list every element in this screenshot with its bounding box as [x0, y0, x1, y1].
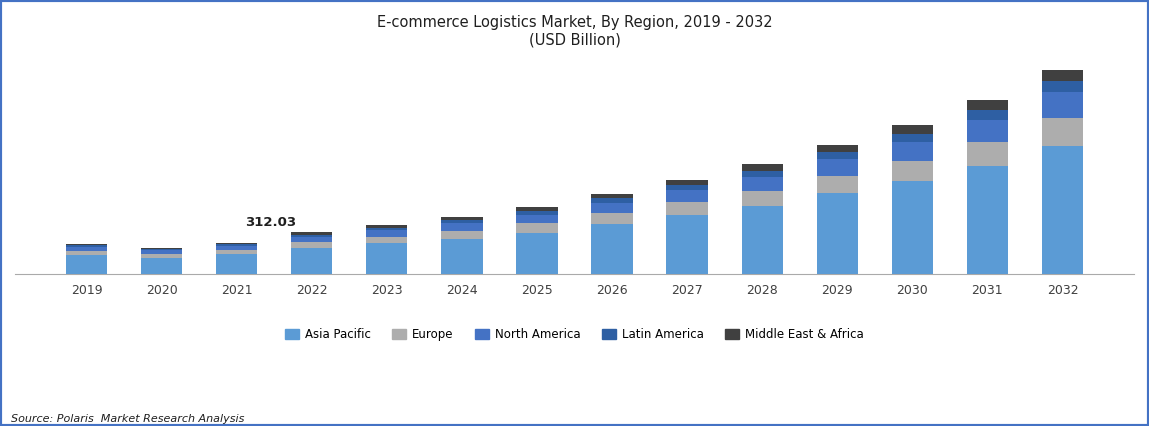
Bar: [966, 100, 1008, 110]
Bar: [141, 248, 183, 249]
Bar: [817, 159, 858, 176]
Bar: [817, 193, 858, 274]
Bar: [141, 254, 183, 258]
Bar: [1042, 118, 1084, 146]
Bar: [216, 246, 257, 250]
Bar: [741, 191, 782, 206]
Bar: [65, 245, 107, 247]
Bar: [65, 251, 107, 255]
Bar: [1042, 92, 1084, 118]
Bar: [741, 164, 782, 170]
Bar: [141, 250, 183, 254]
Bar: [592, 194, 633, 199]
Bar: [291, 235, 332, 237]
Bar: [216, 242, 257, 244]
Bar: [1042, 69, 1084, 81]
Bar: [666, 202, 708, 215]
Bar: [892, 161, 933, 181]
Bar: [741, 206, 782, 274]
Bar: [741, 170, 782, 176]
Bar: [666, 215, 708, 274]
Bar: [216, 244, 257, 246]
Title: E-commerce Logistics Market, By Region, 2019 - 2032
(USD Billion): E-commerce Logistics Market, By Region, …: [377, 15, 772, 47]
Bar: [516, 223, 557, 233]
Bar: [966, 110, 1008, 120]
Bar: [441, 217, 483, 220]
Bar: [817, 153, 858, 159]
Bar: [592, 203, 633, 213]
Bar: [592, 199, 633, 203]
Bar: [666, 180, 708, 185]
Bar: [367, 230, 408, 236]
Bar: [666, 190, 708, 202]
Bar: [291, 242, 332, 248]
Bar: [367, 225, 408, 227]
Bar: [65, 244, 107, 245]
Bar: [291, 248, 332, 274]
Bar: [65, 247, 107, 251]
Bar: [817, 176, 858, 193]
Bar: [441, 231, 483, 239]
Bar: [966, 120, 1008, 142]
Bar: [516, 215, 557, 223]
Text: 312.03: 312.03: [245, 216, 296, 229]
Bar: [892, 134, 933, 142]
Bar: [1042, 81, 1084, 92]
Bar: [516, 211, 557, 215]
Bar: [216, 250, 257, 254]
Bar: [441, 239, 483, 274]
Bar: [216, 254, 257, 274]
Bar: [592, 224, 633, 274]
Legend: Asia Pacific, Europe, North America, Latin America, Middle East & Africa: Asia Pacific, Europe, North America, Lat…: [280, 324, 869, 346]
Text: Source: Polaris  Market Research Analysis: Source: Polaris Market Research Analysis: [11, 414, 245, 424]
Bar: [141, 249, 183, 250]
Bar: [141, 258, 183, 274]
Bar: [966, 142, 1008, 166]
Bar: [666, 185, 708, 190]
Bar: [741, 176, 782, 191]
Bar: [441, 223, 483, 231]
Bar: [892, 142, 933, 161]
Bar: [817, 145, 858, 153]
Bar: [441, 220, 483, 223]
Bar: [367, 243, 408, 274]
Bar: [592, 213, 633, 224]
Bar: [367, 227, 408, 230]
Bar: [291, 232, 332, 235]
Bar: [367, 236, 408, 243]
Bar: [1042, 146, 1084, 274]
Bar: [966, 166, 1008, 274]
Bar: [65, 255, 107, 274]
Bar: [892, 125, 933, 134]
Bar: [516, 207, 557, 211]
Bar: [291, 237, 332, 242]
Bar: [516, 233, 557, 274]
Bar: [892, 181, 933, 274]
